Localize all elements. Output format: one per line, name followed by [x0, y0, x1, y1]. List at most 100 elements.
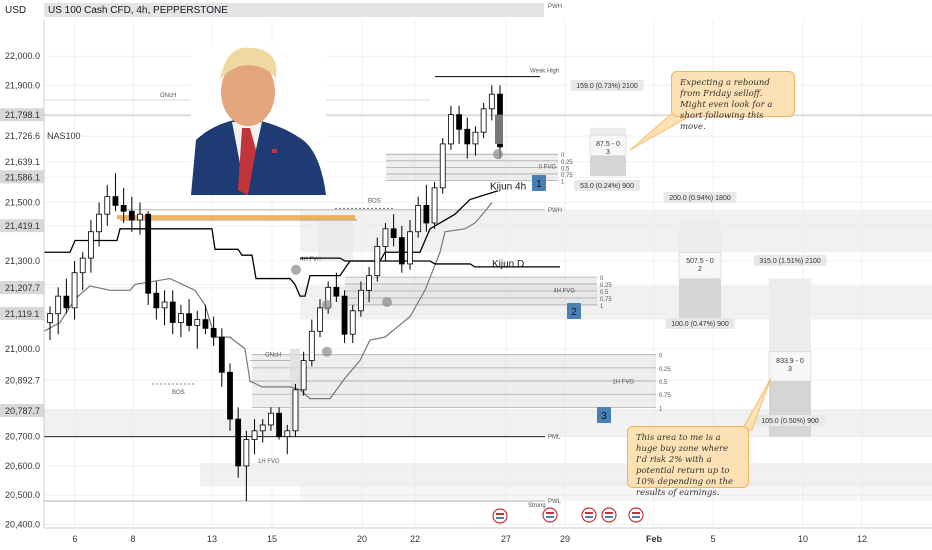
- zone-number-label: 1: [536, 179, 542, 190]
- candle-body: [88, 231, 94, 259]
- candle-body: [358, 289, 364, 312]
- bos-label: BOS: [368, 198, 381, 204]
- marker-circle: [322, 299, 332, 310]
- onch-label: ONcH: [265, 353, 281, 359]
- trade-box-label-bg: [755, 415, 825, 426]
- event-flag-stripe: [605, 516, 613, 518]
- zone-band: [300, 209, 932, 253]
- trade-box-target: [590, 127, 626, 136]
- trade-box-label-bg: [570, 80, 644, 91]
- y-axis-tick-label: 21,119.1: [5, 309, 39, 319]
- candle-body: [439, 143, 446, 189]
- candle-body: [251, 430, 258, 440]
- zone-band: [300, 482, 932, 502]
- y-axis-tick-label: 20,787.7: [5, 406, 40, 416]
- candle-body: [243, 439, 250, 467]
- fvg-fib-label: 0.75: [600, 297, 612, 303]
- candle-body: [47, 313, 53, 323]
- candle-body: [259, 424, 266, 432]
- candle-body: [423, 204, 430, 224]
- onch-label: ONcH: [160, 93, 176, 99]
- y-axis-tick-label: 21,500.0: [5, 197, 40, 207]
- y-axis-tick-label: 21,726.6: [5, 131, 40, 141]
- x-axis-tick-label: 29: [560, 534, 570, 544]
- fvg-fib-label: 0.5: [561, 166, 570, 172]
- y-axis-price-tag: [0, 281, 44, 295]
- candle-body: [137, 213, 143, 221]
- candle-body: [415, 204, 422, 233]
- event-flag-stripe: [632, 512, 640, 514]
- zone-band: [44, 114, 932, 117]
- zone-band: [200, 463, 932, 487]
- fvg-fib-label: 0: [600, 276, 604, 282]
- fvg-label: 4H FVG: [553, 288, 575, 294]
- y-axis-price-tag: [0, 108, 44, 122]
- candle-body: [178, 313, 184, 323]
- event-flag-stripe: [546, 512, 554, 514]
- event-flag-stripe: [496, 517, 504, 519]
- candle-body: [448, 114, 454, 145]
- fvg-fib-label: 0.25: [561, 160, 573, 166]
- fvg-fib-label: 0.75: [659, 393, 671, 399]
- portrait-image: [191, 44, 326, 195]
- x-axis-tick-label: 12: [857, 534, 867, 544]
- trade-box-top-label: 315.0 (1.51%) 2100: [759, 258, 821, 265]
- kijun-d-label: Kijun D: [492, 259, 524, 270]
- candle-body: [382, 228, 389, 247]
- candle-body: [145, 213, 152, 294]
- candle-body: [390, 228, 397, 239]
- event-flag-stripe: [496, 513, 504, 515]
- candle-body: [96, 213, 102, 233]
- y-axis-tick-label: 20,600.0: [5, 461, 40, 471]
- candle-body: [218, 336, 225, 373]
- candle-body: [317, 307, 323, 332]
- candle-body: [488, 93, 495, 110]
- pending-zone: [495, 114, 503, 144]
- fvg-fib-label: 0.5: [659, 380, 668, 386]
- portrait-suit: [191, 118, 326, 195]
- portrait-pin: [272, 149, 277, 153]
- candle-body: [120, 204, 127, 212]
- y-axis-price-tag: [0, 219, 44, 233]
- annotation-top-note: Expecting a rebound from Friday selloff.…: [671, 71, 795, 132]
- candle-body: [456, 114, 462, 130]
- y-axis-tick-label: 21,419.1: [5, 221, 40, 231]
- trade-box-target: [679, 220, 721, 253]
- fvg-label: 1H FVG: [612, 380, 634, 386]
- zone-number-marker: [532, 175, 546, 191]
- trade-box-entry: [678, 251, 722, 279]
- candle-body: [112, 196, 119, 206]
- candle-body: [153, 292, 160, 309]
- zone-number-marker: [597, 407, 611, 423]
- candle-body: [104, 196, 111, 215]
- trade-box-stop: [769, 381, 811, 437]
- candle-body: [398, 237, 405, 265]
- x-axis-tick-label: 8: [130, 534, 135, 544]
- candle-body: [268, 412, 274, 426]
- event-flag-icon: [581, 507, 597, 523]
- zone-number-label: 3: [601, 411, 607, 422]
- marker-circle: [291, 264, 301, 275]
- candle-body: [333, 286, 340, 297]
- trade-box-top-label: 200.0 (0.94%) 1800: [669, 195, 731, 202]
- event-flag-icon: [628, 507, 644, 523]
- candle-body: [161, 301, 168, 309]
- candle-body: [464, 128, 471, 145]
- fvg-fib-label: 1: [600, 304, 604, 310]
- portrait-tie: [238, 128, 256, 195]
- candle-body: [55, 295, 62, 315]
- candle-body: [431, 187, 438, 224]
- y-axis-tick-label: 21,798.1: [5, 110, 40, 120]
- pwh-label: PWH: [548, 4, 562, 10]
- x-axis-tick-label: 15: [267, 534, 277, 544]
- candle-body: [202, 319, 209, 329]
- fvg-fib-label: 0.75: [561, 173, 573, 179]
- trade-box-mid-label: 507.5 - 0: [686, 258, 714, 265]
- x-axis-tick-label: 13: [207, 534, 217, 544]
- y-axis-tick-label: 20,400.0: [5, 519, 40, 529]
- candle-body: [300, 360, 307, 391]
- zone-band: [300, 285, 932, 320]
- candle-body: [341, 295, 348, 335]
- x-axis-tick-label: 22: [410, 534, 420, 544]
- trade-box-mid-label: 3: [788, 366, 792, 373]
